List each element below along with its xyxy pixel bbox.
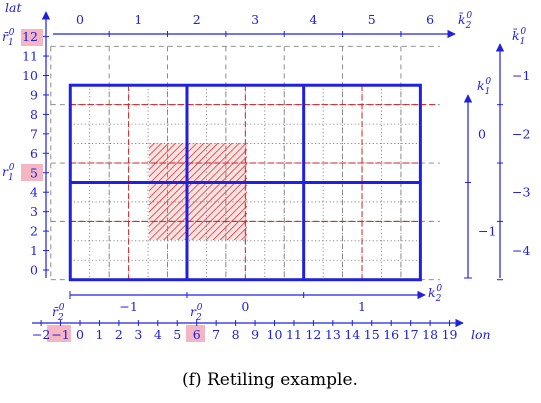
r1-label: r10 bbox=[2, 163, 15, 183]
k1-bar-tick-label: −4 bbox=[512, 243, 530, 258]
k2-label: k20 bbox=[428, 284, 442, 304]
lon-tick-label: 1 bbox=[95, 327, 103, 342]
lon-tick-label: 13 bbox=[325, 327, 341, 342]
lat-axis-label: lat bbox=[5, 0, 22, 15]
k2-bar-tick-label: 5 bbox=[368, 12, 376, 27]
k2-bar-tick-label: 0 bbox=[76, 12, 84, 27]
lat-tick-label: 12 bbox=[22, 29, 38, 44]
lat-tick-label: 6 bbox=[30, 146, 38, 161]
k2-bar-axis: 0 1 2 3 4 5 6 k̄20 bbox=[53, 11, 472, 37]
lon-axis-label: lon bbox=[471, 327, 491, 342]
lon-tick-label: 5 bbox=[173, 327, 181, 342]
k1-label: k10 bbox=[477, 77, 491, 97]
lat-tick-label: 3 bbox=[30, 204, 38, 219]
lon-tick-label: 19 bbox=[442, 327, 458, 342]
k2-tick-label: 1 bbox=[358, 299, 366, 314]
lon-tick-label: 15 bbox=[364, 327, 380, 342]
lon-tick-label: 10 bbox=[267, 327, 283, 342]
lon-tick-label: 18 bbox=[422, 327, 438, 342]
lon-tick-label: 9 bbox=[251, 327, 259, 342]
lat-tick-label: 8 bbox=[30, 107, 38, 122]
hatched-region bbox=[149, 143, 247, 240]
lon-tick-label: 4 bbox=[154, 327, 162, 342]
k2-bar-tick-label: 1 bbox=[134, 12, 142, 27]
lat-tick-label: 5 bbox=[30, 165, 38, 180]
k1-bar-tick-label: −3 bbox=[512, 185, 530, 200]
r2-bar-label: r̄20 bbox=[52, 303, 65, 323]
lon-tick-label: 3 bbox=[134, 327, 142, 342]
k1-tick-label: 0 bbox=[478, 126, 486, 141]
k1-bar-label: k̄10 bbox=[512, 27, 526, 47]
lon-tick-label: 11 bbox=[286, 327, 302, 342]
lon-tick-label: 7 bbox=[212, 327, 220, 342]
k2-tick-label: 0 bbox=[241, 299, 249, 314]
k2-tick-label: −1 bbox=[119, 299, 137, 314]
lon-tick-label: 8 bbox=[232, 327, 240, 342]
r1-bar-label: r̄10 bbox=[2, 28, 15, 48]
k2-axis: −1 0 1 k20 bbox=[70, 284, 442, 314]
k1-tick-label: −1 bbox=[478, 224, 496, 239]
k1-bar-axis: −1 −2 −3 −4 k̄10 bbox=[497, 27, 530, 280]
lon-tick-label: 2 bbox=[115, 327, 123, 342]
lon-tick-label: 14 bbox=[344, 327, 360, 342]
k2-bar-label: k̄20 bbox=[458, 11, 472, 31]
lon-tick-label: 12 bbox=[305, 327, 321, 342]
k1-axis: 0 −1 k10 bbox=[464, 77, 496, 278]
k2-bar-tick-label: 6 bbox=[426, 12, 434, 27]
lat-tick-label: 4 bbox=[30, 185, 38, 200]
lat-tick-label: 0 bbox=[30, 263, 38, 278]
lon-tick-label: 0 bbox=[76, 327, 84, 342]
lon-tick-label: −2 bbox=[32, 327, 50, 342]
lat-tick-label: 9 bbox=[30, 87, 38, 102]
k2-bar-tick-label: 4 bbox=[309, 12, 317, 27]
k1-bar-tick-label: −1 bbox=[512, 68, 530, 83]
k2-bar-tick-label: 3 bbox=[251, 12, 259, 27]
grid-layer bbox=[51, 46, 440, 279]
lat-tick-label: 10 bbox=[22, 68, 38, 83]
lat-tick-label: 7 bbox=[30, 126, 38, 141]
lon-tick-label: 6 bbox=[193, 327, 201, 342]
lat-tick-label: 11 bbox=[22, 49, 38, 64]
lon-tick-label: 17 bbox=[403, 327, 419, 342]
lon-tick-label: −1 bbox=[51, 327, 69, 342]
k1-bar-tick-label: −2 bbox=[512, 126, 530, 141]
lon-tick-label: 16 bbox=[383, 327, 399, 342]
k2-bar-tick-label: 2 bbox=[193, 12, 201, 27]
lat-tick-label: 1 bbox=[30, 243, 38, 258]
r2-label: r20 bbox=[190, 303, 203, 323]
caption: (f) Retiling example. bbox=[182, 370, 358, 390]
lat-tick-label: 2 bbox=[30, 224, 38, 239]
lon-axis: lon −2 −1 0 1 2 3 4 5 6 7 8 9 10 11 12 13 14 15 16 17 18 19 bbox=[32, 320, 491, 342]
